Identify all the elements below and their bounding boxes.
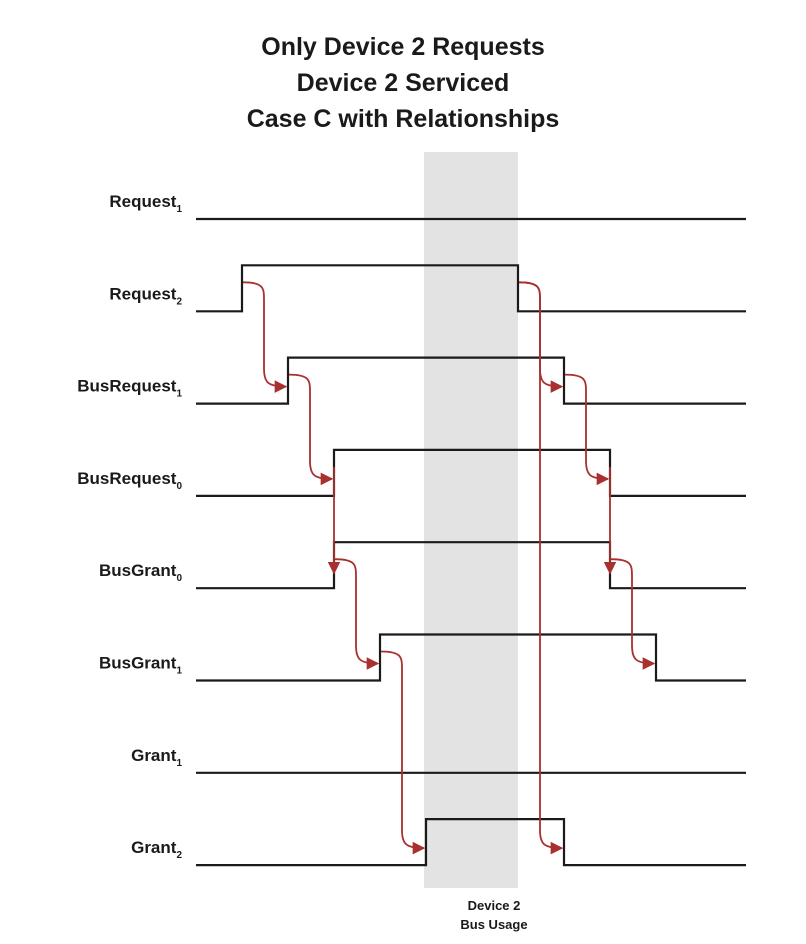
signal-label-busgrant1: BusGrant1 — [99, 654, 182, 677]
signal-label-grant1: Grant1 — [131, 746, 182, 769]
signal-label-request2: Request2 — [109, 284, 182, 307]
signal-label-busrequest1: BusRequest1 — [77, 377, 182, 400]
signal-label-grant2: Grant2 — [131, 838, 182, 861]
bus-usage-band — [424, 152, 518, 888]
relationship-arrow-busgrant0-to-busgrant1-rise — [334, 558, 380, 670]
title-line-1: Only Device 2 Requests — [261, 33, 545, 61]
relationship-arrow-busrequest1-to-busrequest0-fall — [564, 373, 610, 486]
relationship-arrow-busgrant0-to-busgrant1-fall — [610, 558, 656, 670]
relationship-arrow-busrequest1-to-busrequest0-rise — [288, 373, 334, 486]
bus-usage-label: Device 2 Bus Usage — [425, 896, 563, 934]
waveform-grant2 — [196, 818, 746, 867]
relationship-arrow-request2-to-grant2-fall — [518, 281, 564, 855]
signal-label-busrequest0: BusRequest0 — [77, 469, 182, 492]
relationship-arrow-request2-to-busrequest1-rise — [242, 281, 288, 393]
signal-label-busgrant0: BusGrant0 — [99, 561, 182, 584]
title-line-2: Device 2 Serviced — [296, 69, 510, 97]
waveform-busrequest0 — [196, 448, 746, 497]
signal-label-request1: Request1 — [109, 192, 182, 215]
waveform-busrequest1 — [196, 356, 746, 405]
waveform-request2 — [196, 264, 746, 313]
title-line-3: Case C with Relationships — [246, 105, 560, 133]
bus-usage-line-2: Bus Usage — [460, 917, 528, 932]
relationship-arrow-busgrant1-to-grant2-rise — [380, 650, 426, 855]
bus-usage-line-1: Device 2 — [467, 898, 521, 913]
waveform-busgrant1 — [196, 633, 746, 682]
